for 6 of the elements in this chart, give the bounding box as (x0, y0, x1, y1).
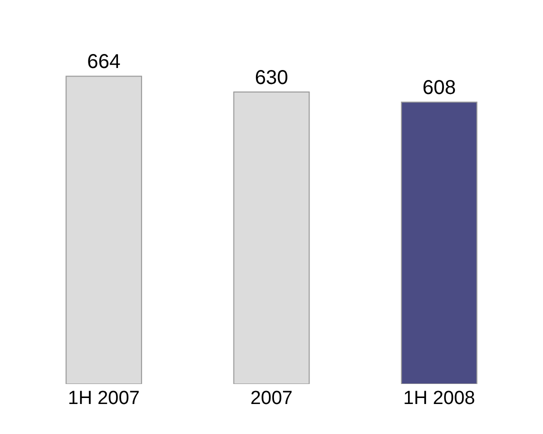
x-tick-label: 1H 2008 (403, 388, 476, 409)
data-label: 664 (87, 51, 121, 74)
x-tick-label: 2007 (250, 388, 293, 409)
data-label: 630 (254, 66, 288, 89)
x-tick-label: 1H 2007 (68, 388, 140, 409)
data-label: 608 (422, 77, 456, 100)
